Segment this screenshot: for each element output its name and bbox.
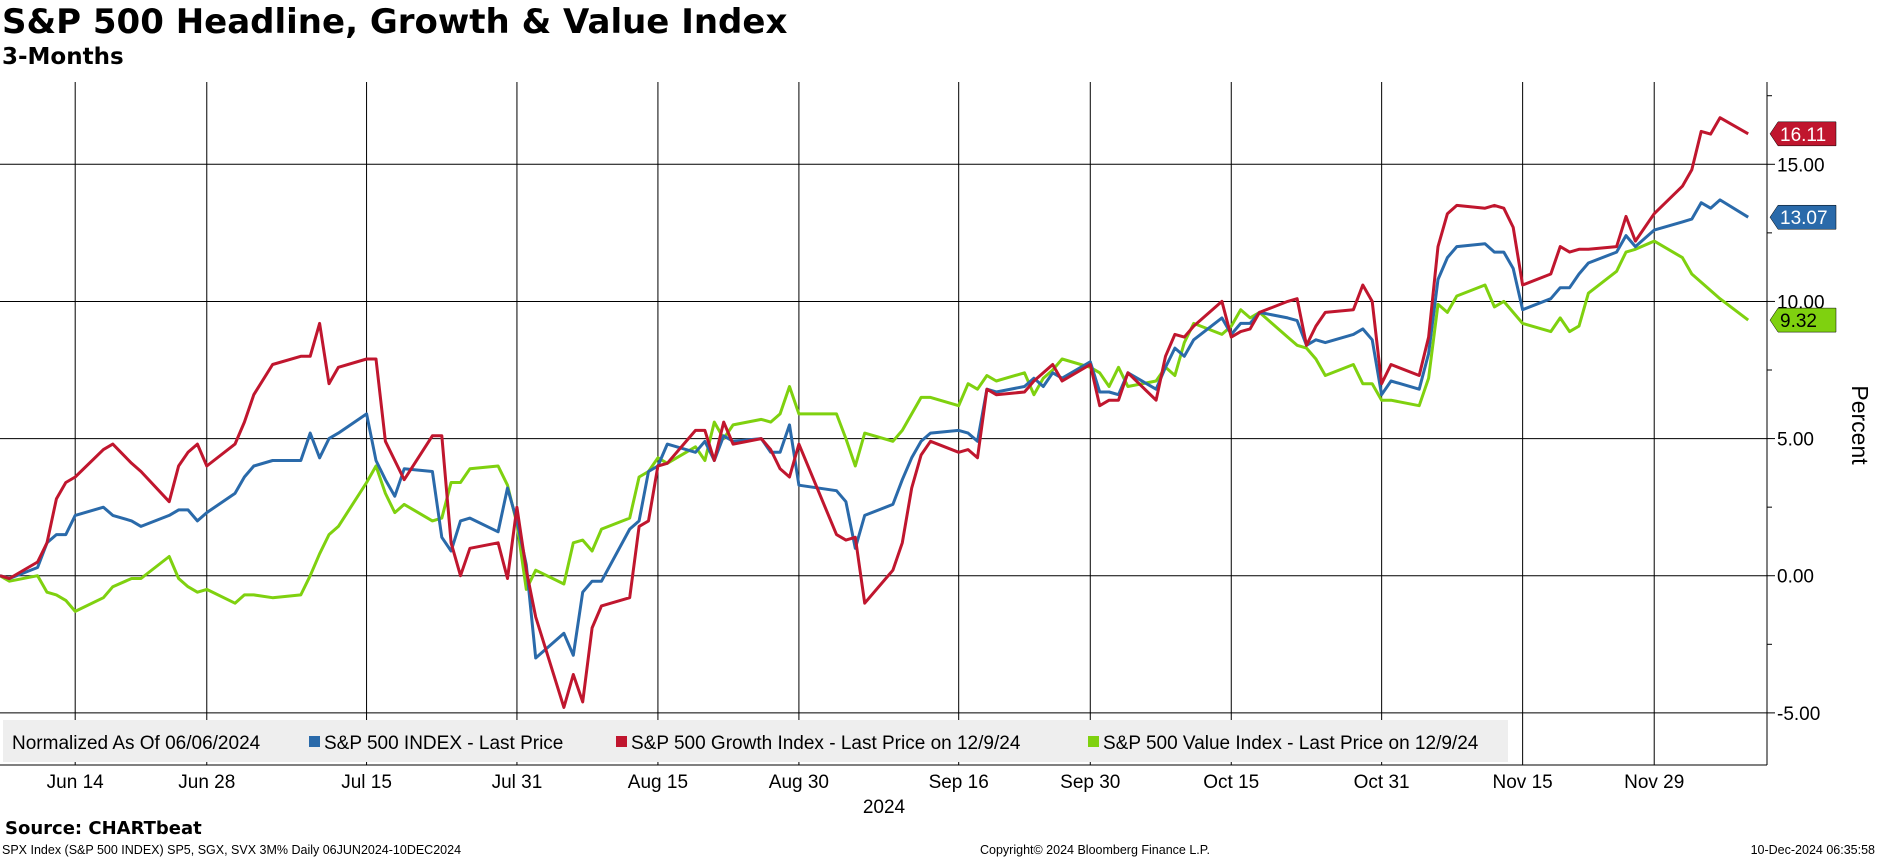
- chart-subtitle: 3-Months: [2, 44, 124, 70]
- y-tick-label: -5.00: [1777, 704, 1820, 725]
- series-line-value: [0, 239, 1750, 613]
- x-tick-label: Nov 15: [1493, 772, 1553, 793]
- last-value-tag-growth: [1769, 121, 1837, 147]
- footer-index-info: SPX Index (S&P 500 INDEX) SP5, SGX, SVX …: [2, 843, 462, 857]
- chart-title: S&P 500 Headline, Growth & Value Index: [2, 2, 788, 42]
- last-value-tag-value: [1769, 307, 1837, 333]
- legend-swatch-growth: [616, 736, 627, 747]
- x-tick-label: Oct 15: [1203, 772, 1259, 793]
- x-axis-label: 2024: [863, 797, 906, 818]
- legend-entry-growth: S&P 500 Growth Index - Last Price on 12/…: [631, 733, 1021, 754]
- legend-entry-headline: S&P 500 INDEX - Last Price: [324, 733, 563, 754]
- series-line-growth: [0, 116, 1749, 709]
- last-value-label-growth: 16.11: [1780, 125, 1826, 146]
- footer-copyright: Copyright© 2024 Bloomberg Finance L.P.: [980, 843, 1210, 857]
- source-note: Source: CHARTbeat: [5, 818, 202, 839]
- legend-box: [3, 720, 1508, 762]
- y-tick-label: 15.00: [1777, 155, 1825, 176]
- y-tick-label: 0.00: [1777, 567, 1814, 588]
- x-tick-label: Aug 15: [628, 772, 688, 793]
- x-tick-label: Jul 15: [341, 772, 392, 793]
- y-tick-label: 5.00: [1777, 430, 1814, 451]
- y-axis-label: Percent: [1847, 385, 1873, 465]
- legend-swatch-value: [1088, 736, 1099, 747]
- x-tick-label: Sep 30: [1060, 772, 1120, 793]
- x-tick-label: Jul 31: [492, 772, 543, 793]
- legend-entry-value: S&P 500 Value Index - Last Price on 12/9…: [1103, 733, 1479, 754]
- x-tick-label: Nov 29: [1624, 772, 1684, 793]
- series-line-headline: [0, 198, 1749, 660]
- footer-timestamp: 10-Dec-2024 06:35:58: [1750, 843, 1875, 857]
- last-value-label-headline: 13.07: [1780, 208, 1828, 229]
- x-tick-label: Oct 31: [1354, 772, 1410, 793]
- last-value-tag-headline: [1769, 204, 1837, 230]
- last-value-label-value: 9.32: [1780, 311, 1817, 332]
- x-tick-label: Jun 14: [47, 772, 104, 793]
- legend-prefix: Normalized As Of 06/06/2024: [12, 733, 261, 754]
- x-tick-label: Aug 30: [769, 772, 829, 793]
- legend-swatch-headline: [309, 736, 320, 747]
- x-tick-label: Sep 16: [929, 772, 989, 793]
- x-tick-label: Jun 28: [178, 772, 235, 793]
